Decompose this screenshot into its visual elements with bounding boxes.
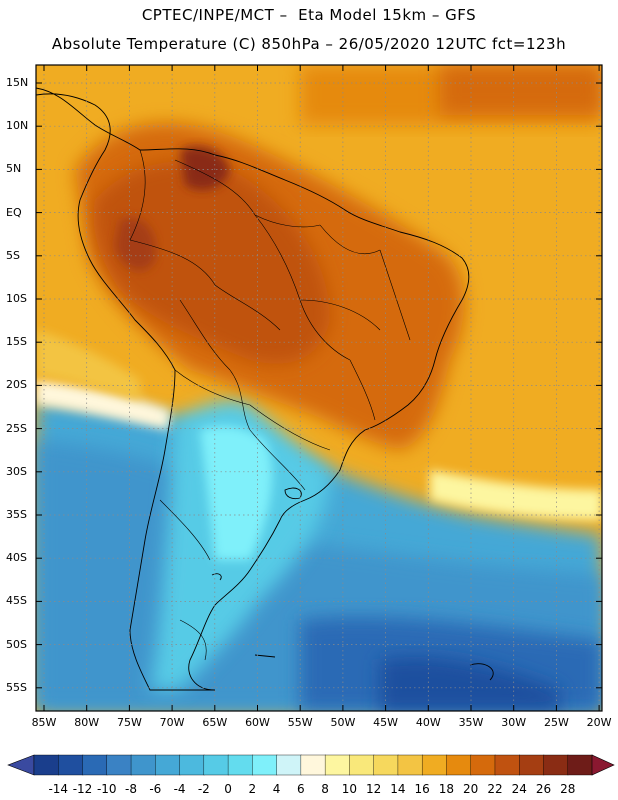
colorbar-swatch — [179, 754, 205, 776]
map-title-line-2: Absolute Temperature (C) 850hPa – 26/05/… — [51, 35, 567, 53]
latitude-label: 20S — [6, 378, 27, 392]
colorbar-label: 22 — [487, 782, 503, 796]
longitude-label: 55W — [287, 716, 313, 729]
colorbar-swatch — [470, 754, 496, 776]
colorbar-label: -10 — [96, 782, 117, 796]
colorbar-label: 24 — [511, 782, 527, 796]
colorbar-swatch — [324, 754, 351, 776]
colorbar-label: 16 — [414, 782, 430, 796]
longitude-label: 20W — [586, 716, 612, 729]
colorbar-swatch — [276, 754, 302, 776]
latitude-label: 25S — [6, 421, 27, 435]
colorbar-label: 10 — [341, 782, 358, 796]
colorbar-swatch — [349, 754, 375, 776]
longitude-label: 40W — [415, 716, 441, 729]
colorbar — [7, 754, 615, 776]
axis-ticks — [36, 65, 602, 711]
latitude-label: EQ — [6, 205, 22, 219]
latitude-label: 50S — [6, 637, 27, 651]
latitude-label: 15S — [6, 335, 27, 349]
colorbar-swatch — [130, 754, 157, 776]
longitude-label: 60W — [245, 716, 270, 729]
latitude-label: 10S — [6, 292, 27, 305]
temperature-field — [36, 65, 602, 711]
colorbar-label: -14 — [48, 782, 69, 796]
map-title-line-1: CPTEC/INPE/MCT – Eta Model 15km – GFS — [141, 6, 477, 24]
latitude-label: 30S — [6, 464, 27, 478]
longitude-label: 70W — [159, 716, 185, 729]
colorbar-label: 0 — [224, 782, 232, 796]
colorbar-label: 6 — [297, 782, 305, 796]
colorbar-label: -2 — [197, 782, 210, 796]
longitude-label: 25W — [543, 716, 569, 729]
longitude-label: 85W — [31, 716, 57, 729]
colorbar-swatch — [446, 754, 472, 776]
colorbar-swatch — [567, 754, 593, 776]
colorbar-swatch — [397, 754, 423, 776]
latitude-label: 55S — [6, 680, 27, 694]
colorbar-swatch — [106, 754, 132, 776]
colorbar-under-arrow — [7, 754, 35, 776]
colorbar-swatch — [155, 754, 181, 776]
colorbar-swatch — [543, 754, 569, 776]
colorbar-label: 14 — [390, 782, 406, 796]
colorbar-label: 8 — [321, 782, 329, 796]
latitude-label: 5N — [6, 162, 22, 176]
latitude-label: 5S — [6, 248, 20, 262]
colorbar-over-arrow — [591, 754, 615, 776]
colorbar-label: 18 — [438, 782, 455, 796]
longitude-label: 30W — [501, 716, 527, 729]
colorbar-swatch — [227, 754, 254, 776]
colorbar-label: 26 — [535, 782, 552, 796]
latitude-label: 15N — [6, 76, 29, 89]
colorbar-label: -6 — [149, 782, 162, 796]
colorbar-label: 12 — [366, 782, 382, 796]
colorbar-swatch — [519, 754, 545, 776]
colorbar-label: 2 — [248, 782, 257, 796]
latitude-label: 35S — [6, 508, 27, 521]
colorbar-label: 28 — [560, 782, 576, 796]
colorbar-swatch — [203, 754, 229, 776]
latitude-label: 10N — [6, 119, 29, 133]
longitude-label: 65W — [202, 716, 228, 729]
colorbar-label: 4 — [272, 782, 281, 796]
longitude-label: 35W — [458, 716, 484, 729]
colorbar-label: -8 — [125, 782, 138, 796]
colorbar-label: -12 — [72, 782, 93, 796]
longitude-label: 80W — [74, 716, 100, 729]
latitude-label: 40S — [6, 551, 27, 565]
colorbar-swatch — [33, 754, 59, 776]
map-frame — [35, 64, 603, 712]
colorbar-swatch — [494, 754, 520, 776]
colorbar-label: -4 — [173, 782, 186, 796]
colorbar-swatch — [58, 754, 84, 776]
longitude-label: 75W — [116, 716, 142, 729]
colorbar-label: 20 — [463, 782, 479, 796]
colorbar-swatch — [82, 754, 108, 776]
latitude-label: 45S — [6, 594, 27, 608]
colorbar-swatch — [300, 754, 326, 776]
colorbar-swatch — [421, 754, 448, 776]
colorbar-swatch — [373, 754, 399, 776]
colorbar-swatch — [252, 754, 278, 776]
longitude-label: 50W — [330, 716, 356, 729]
longitude-label: 45W — [373, 716, 399, 729]
